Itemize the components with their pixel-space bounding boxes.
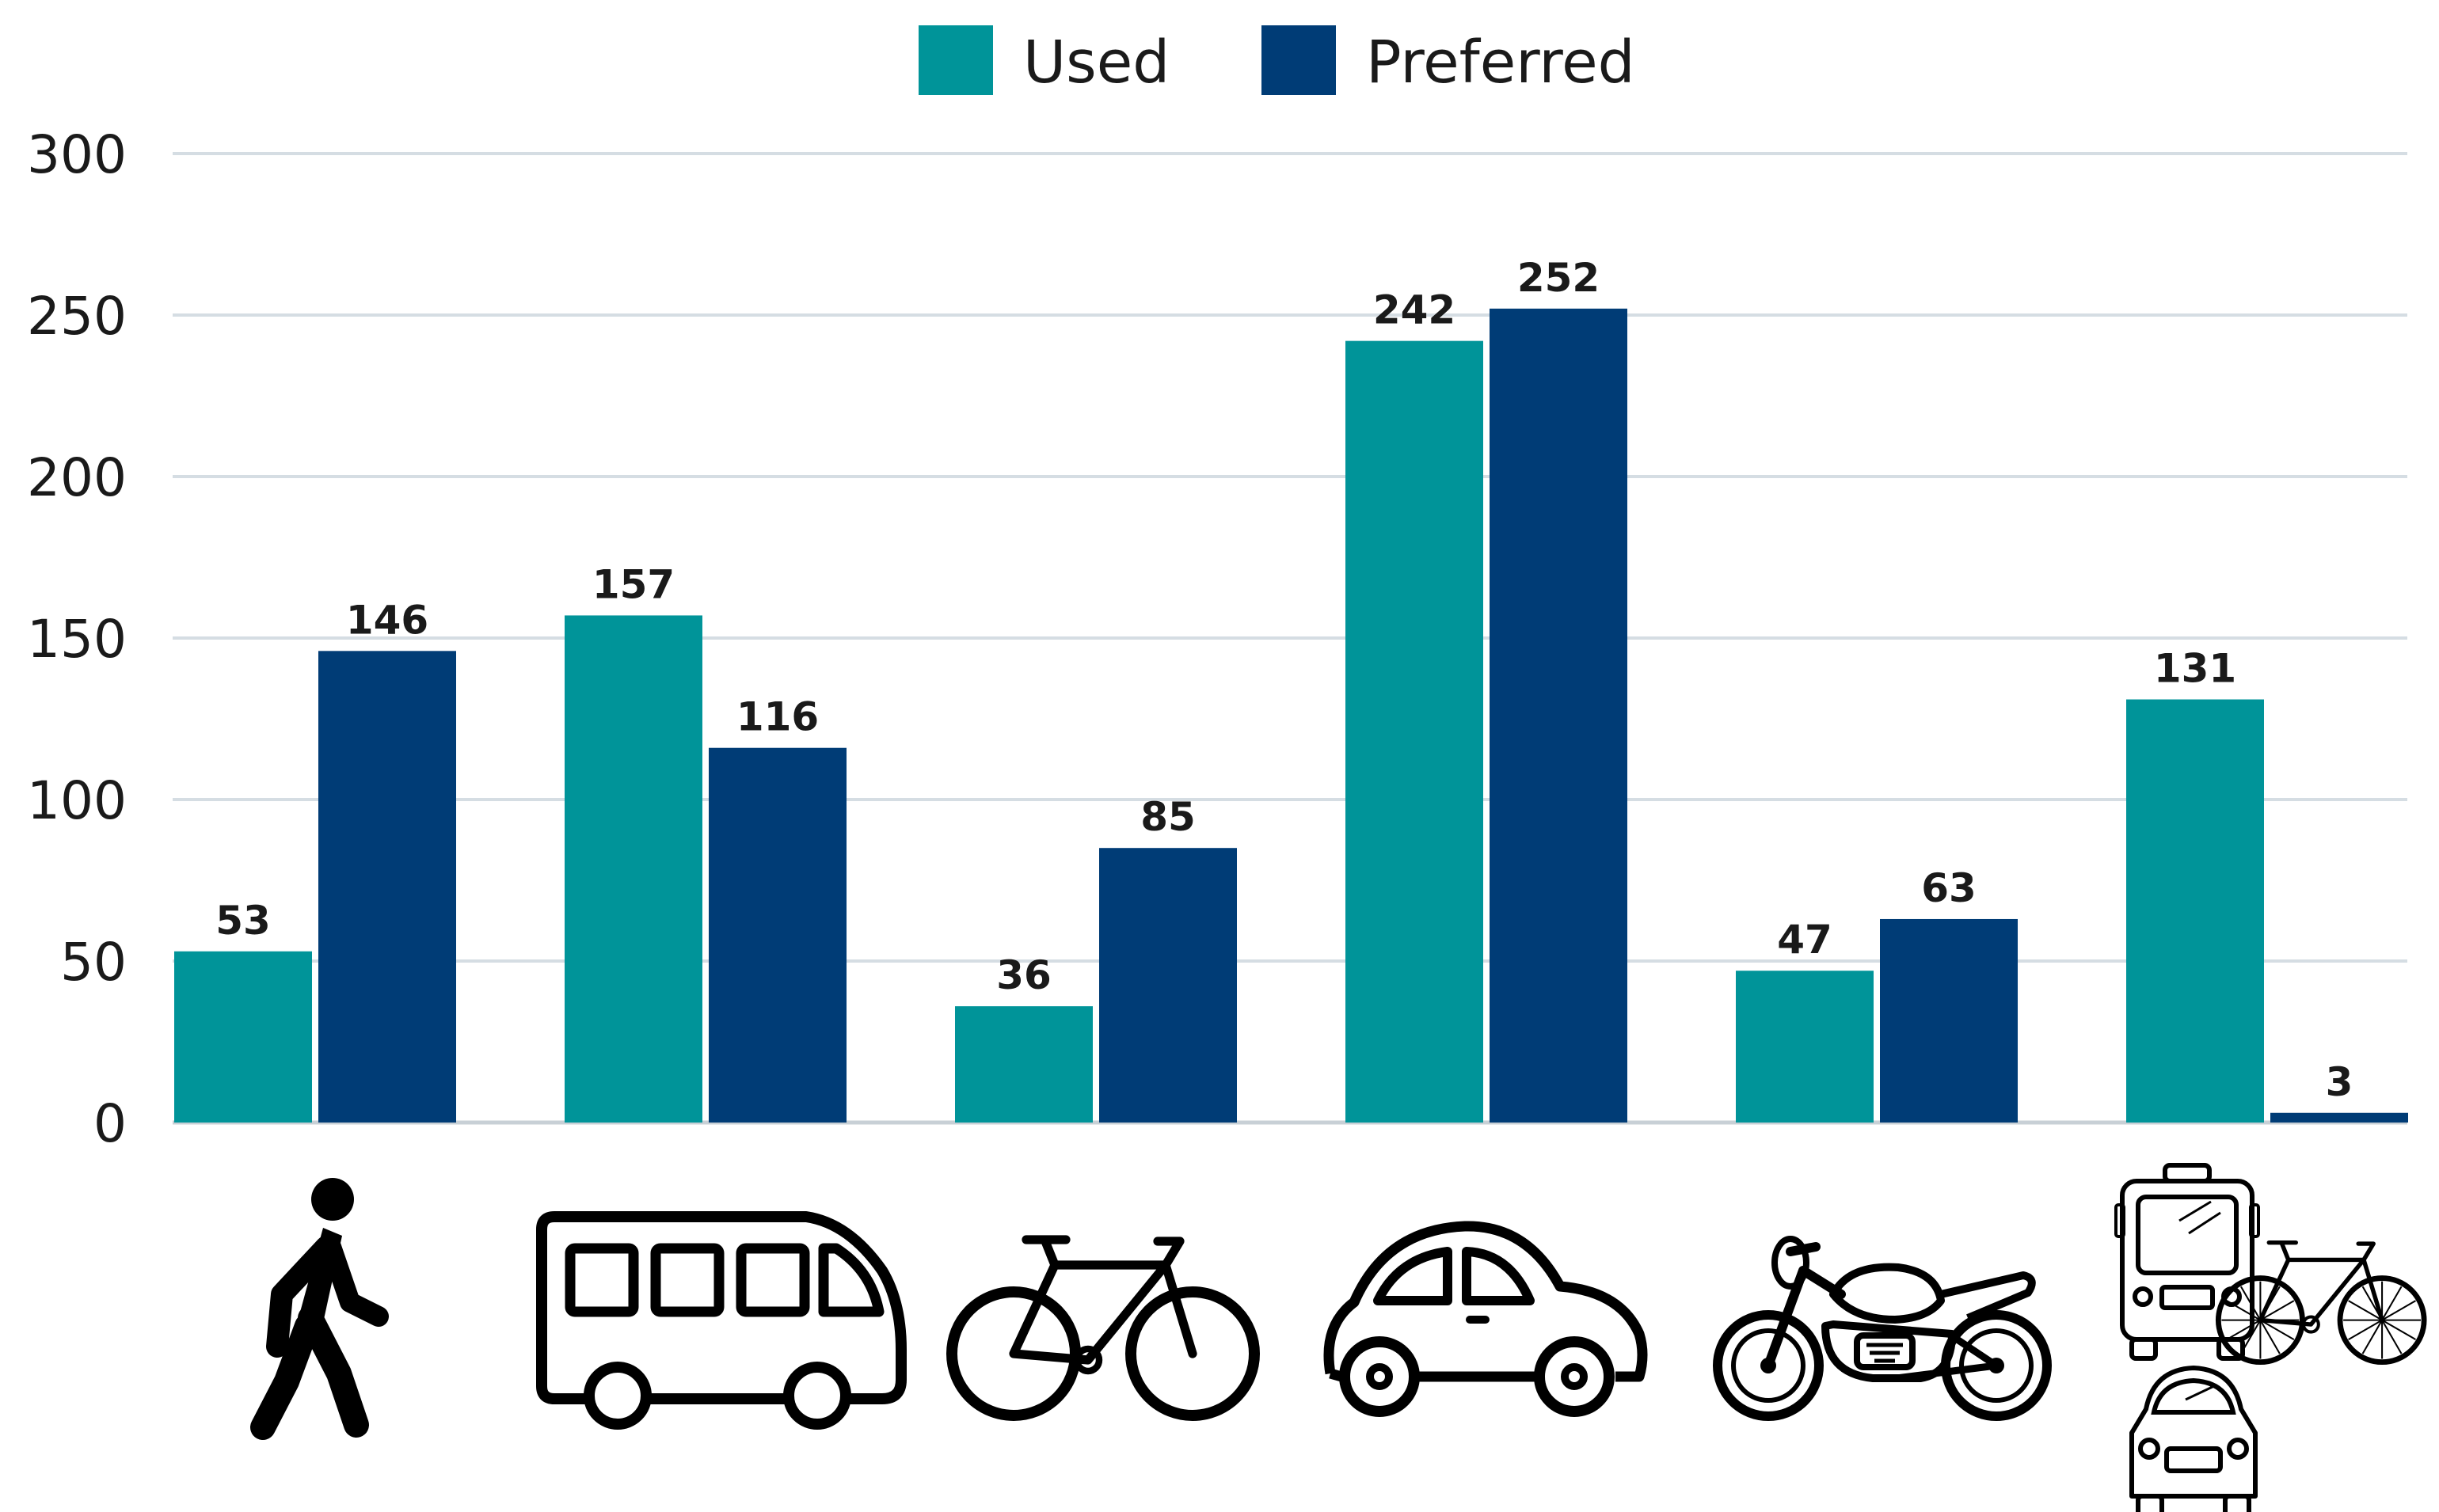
data-label-preferred-motorcycle: 63	[1921, 865, 1977, 911]
y-axis-ticks: 0 50 100 150 200 250 300	[27, 124, 127, 1154]
data-label-used-walking: 53	[215, 898, 271, 944]
bar-preferred-walking	[318, 651, 456, 1123]
y-tick-label: 50	[60, 932, 127, 993]
motorcycle-icon	[1713, 1236, 2052, 1421]
bar-preferred-multimodal	[2270, 1112, 2408, 1123]
multimodal-icon	[2114, 1163, 2427, 1512]
data-label-used-motorcycle: 47	[1777, 917, 1832, 963]
data-label-preferred-car: 252	[1517, 255, 1600, 301]
y-tick-label: 150	[27, 609, 127, 670]
legend-swatch-preferred	[1261, 25, 1336, 95]
y-tick-label: 100	[27, 770, 127, 831]
bars	[174, 308, 2408, 1123]
legend-swatch-used	[919, 25, 993, 95]
category-icons	[250, 1163, 2427, 1512]
data-label-preferred-multimodal: 3	[2326, 1059, 2353, 1105]
bar-used-bicycle	[955, 1006, 1093, 1123]
bar-used-multimodal	[2126, 699, 2264, 1123]
bar-preferred-bus	[709, 747, 847, 1123]
legend-label-used: Used	[1023, 28, 1170, 97]
y-tick-label: 200	[27, 447, 127, 508]
legend: Used Preferred	[919, 25, 1635, 97]
data-label-used-bus: 157	[592, 561, 675, 607]
y-tick-label: 300	[27, 124, 127, 185]
bar-preferred-motorcycle	[1880, 918, 2018, 1123]
bar-used-bus	[565, 615, 702, 1123]
bar-used-car	[1345, 340, 1483, 1123]
y-tick-label: 0	[93, 1093, 127, 1154]
walking-person-icon	[250, 1178, 389, 1440]
bar-preferred-bicycle	[1099, 848, 1237, 1123]
bar-used-motorcycle	[1736, 971, 1874, 1123]
data-label-used-bicycle: 36	[996, 952, 1052, 998]
data-label-preferred-walking: 146	[346, 597, 428, 643]
car-icon	[1323, 1221, 1648, 1417]
bicycle-icon	[946, 1235, 1260, 1421]
data-label-used-car: 242	[1373, 287, 1455, 333]
data-label-preferred-bicycle: 85	[1140, 794, 1196, 840]
y-tick-label: 250	[27, 286, 127, 347]
data-label-used-multimodal: 131	[2154, 646, 2236, 692]
gridlines	[173, 152, 2407, 1125]
bar-used-walking	[174, 951, 312, 1123]
bar-preferred-car	[1490, 308, 1627, 1123]
legend-label-preferred: Preferred	[1366, 28, 1635, 97]
data-label-preferred-bus: 116	[736, 694, 819, 740]
bus-icon	[536, 1211, 907, 1430]
data-labels: 53 146 157 116 36 85 242 252 47 63 131 3	[215, 255, 2353, 1105]
